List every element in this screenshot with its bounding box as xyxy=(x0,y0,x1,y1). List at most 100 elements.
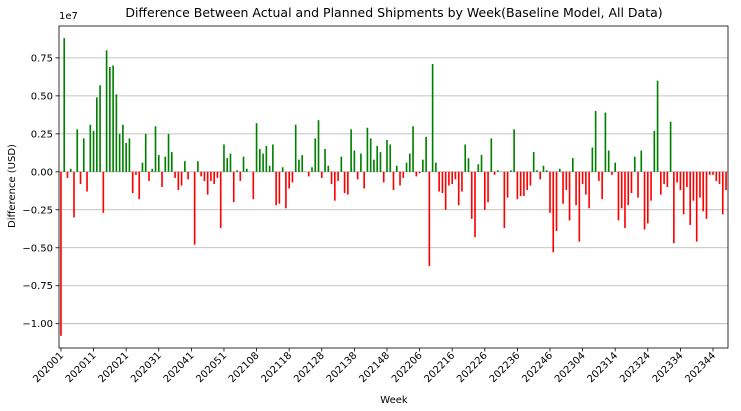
bar-4 xyxy=(73,171,75,218)
bar-134 xyxy=(497,170,499,172)
bar-65 xyxy=(272,144,274,172)
bar-196 xyxy=(699,171,701,198)
bar-189 xyxy=(676,171,678,183)
bars xyxy=(60,38,727,336)
bar-148 xyxy=(542,165,545,172)
bar-111 xyxy=(422,159,424,172)
bar-105 xyxy=(402,171,405,178)
y-tick-label-7: 0.75 xyxy=(31,53,53,64)
bar-152 xyxy=(555,171,558,232)
bar-125 xyxy=(467,158,470,172)
bar-11 xyxy=(96,97,98,172)
bar-45 xyxy=(206,171,209,195)
bar-147 xyxy=(539,171,542,180)
bar-27 xyxy=(148,171,150,181)
x-tick-label-10: 202148 xyxy=(357,350,392,385)
bar-138 xyxy=(510,170,512,172)
bar-83 xyxy=(330,171,333,184)
x-tick-label-18: 202324 xyxy=(618,350,653,385)
bar-128 xyxy=(477,164,480,172)
x-tick-label-3: 202031 xyxy=(129,350,164,385)
x-tick-label-2: 202021 xyxy=(97,350,132,385)
bar-24 xyxy=(138,171,141,200)
x-tick-label-0: 202001 xyxy=(31,350,66,385)
bar-166 xyxy=(601,171,603,200)
bar-93 xyxy=(363,171,365,189)
bar-99 xyxy=(382,171,385,183)
bar-84 xyxy=(334,171,336,201)
bar-172 xyxy=(620,171,623,209)
bar-60 xyxy=(255,123,258,172)
bar-49 xyxy=(219,171,222,229)
bar-39 xyxy=(187,171,189,180)
bar-0 xyxy=(60,171,62,336)
bar-199 xyxy=(708,171,711,175)
bar-121 xyxy=(454,171,457,180)
x-tick-label-8: 202128 xyxy=(292,350,327,385)
bar-95 xyxy=(369,138,372,172)
bar-102 xyxy=(392,171,395,191)
bar-37 xyxy=(180,171,183,186)
bar-176 xyxy=(633,156,636,172)
x-tick-label-9: 202138 xyxy=(325,350,360,385)
x-tick-label-5: 202051 xyxy=(194,350,229,385)
bar-126 xyxy=(470,171,473,219)
bar-104 xyxy=(399,171,401,186)
bar-68 xyxy=(281,167,284,172)
bar-20 xyxy=(125,142,127,172)
bar-141 xyxy=(519,171,522,197)
x-tick-label-7: 202118 xyxy=(260,350,295,385)
bar-116 xyxy=(438,171,440,192)
bar-96 xyxy=(373,159,375,172)
bar-29 xyxy=(154,126,157,172)
bar-144 xyxy=(529,171,532,186)
bar-186 xyxy=(666,171,669,187)
bar-10 xyxy=(92,130,95,172)
bar-35 xyxy=(174,171,176,178)
bar-192 xyxy=(686,171,688,187)
bar-33 xyxy=(167,133,170,172)
bar-30 xyxy=(157,155,160,172)
bar-22 xyxy=(131,171,134,194)
bar-63 xyxy=(265,145,268,172)
bar-193 xyxy=(689,171,691,225)
bar-9 xyxy=(89,124,92,172)
x-tick-label-14: 202236 xyxy=(488,350,523,385)
bar-204 xyxy=(725,171,727,191)
bar-115 xyxy=(435,162,437,172)
bar-64 xyxy=(268,165,271,172)
bar-66 xyxy=(275,171,277,206)
x-tick-label-20: 202344 xyxy=(683,350,718,385)
bar-48 xyxy=(216,171,219,178)
bar-80 xyxy=(320,171,323,178)
bar-140 xyxy=(516,171,519,200)
bar-175 xyxy=(630,171,633,194)
bar-114 xyxy=(431,63,434,172)
y-axis-exponent-label: 1e7 xyxy=(59,11,78,22)
bar-36 xyxy=(177,171,180,191)
bar-149 xyxy=(545,170,548,172)
bar-19 xyxy=(122,124,124,172)
bar-183 xyxy=(656,80,659,172)
bar-52 xyxy=(229,153,232,172)
bar-87 xyxy=(343,171,346,194)
bar-77 xyxy=(311,167,313,172)
bar-139 xyxy=(513,129,515,172)
bar-91 xyxy=(356,171,359,180)
bar-164 xyxy=(594,111,597,172)
bar-43 xyxy=(200,171,202,177)
bar-169 xyxy=(611,171,613,175)
bar-78 xyxy=(314,138,317,172)
bar-124 xyxy=(464,144,467,172)
bar-92 xyxy=(360,153,362,172)
y-tick-label-0: −1.00 xyxy=(22,319,53,330)
bar-195 xyxy=(695,171,698,242)
bar-122 xyxy=(457,171,460,206)
bar-42 xyxy=(197,161,199,172)
bar-185 xyxy=(663,171,665,184)
bar-155 xyxy=(565,171,568,191)
bar-110 xyxy=(418,171,421,174)
x-tick-label-4: 202041 xyxy=(162,350,197,385)
bar-53 xyxy=(232,171,235,203)
bar-167 xyxy=(604,112,607,172)
